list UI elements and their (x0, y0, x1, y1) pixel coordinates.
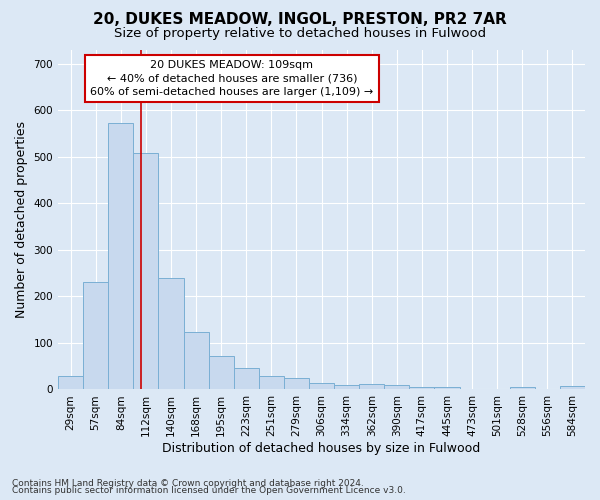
Text: 20, DUKES MEADOW, INGOL, PRESTON, PR2 7AR: 20, DUKES MEADOW, INGOL, PRESTON, PR2 7A… (93, 12, 507, 28)
Y-axis label: Number of detached properties: Number of detached properties (15, 121, 28, 318)
X-axis label: Distribution of detached houses by size in Fulwood: Distribution of detached houses by size … (163, 442, 481, 455)
Bar (359, 384, 384, 390)
Bar (133, 153, 158, 390)
Bar (384, 385, 409, 390)
Text: Contains public sector information licensed under the Open Government Licence v3: Contains public sector information licen… (12, 486, 406, 495)
Bar (434, 387, 460, 390)
Bar (409, 387, 434, 390)
Text: Contains HM Land Registry data © Crown copyright and database right 2024.: Contains HM Land Registry data © Crown c… (12, 478, 364, 488)
Bar (184, 332, 209, 390)
Bar (510, 387, 535, 390)
Bar (259, 376, 284, 390)
Bar (233, 368, 259, 390)
Bar (560, 386, 585, 390)
Bar (158, 278, 184, 390)
Bar (108, 122, 133, 390)
Bar (309, 384, 334, 390)
Bar (284, 378, 309, 390)
Bar (334, 385, 359, 390)
Text: Size of property relative to detached houses in Fulwood: Size of property relative to detached ho… (114, 28, 486, 40)
Bar (83, 282, 108, 390)
Text: 20 DUKES MEADOW: 109sqm
← 40% of detached houses are smaller (736)
60% of semi-d: 20 DUKES MEADOW: 109sqm ← 40% of detache… (91, 60, 374, 96)
Bar (58, 376, 83, 390)
Bar (209, 356, 233, 390)
